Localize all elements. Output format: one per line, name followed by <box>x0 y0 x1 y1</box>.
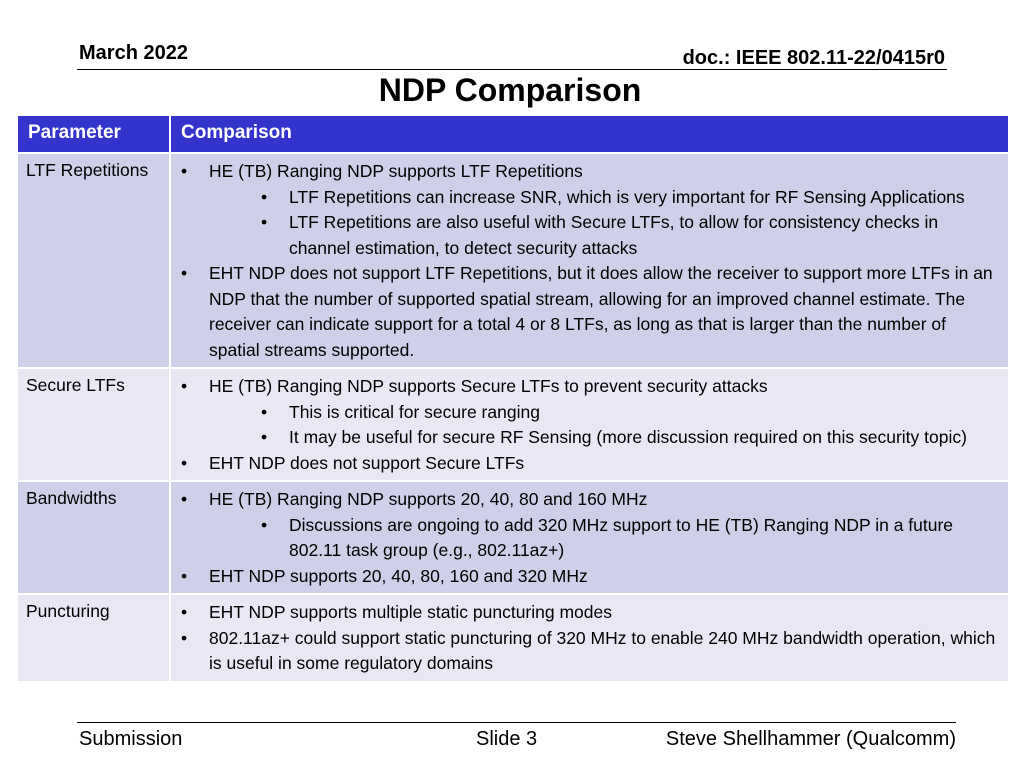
list-item: • HE (TB) Ranging NDP supports Secure LTF… <box>181 374 996 451</box>
bullet-icon: • <box>261 427 268 447</box>
footer-rule <box>77 722 956 723</box>
header-date: March 2022 <box>79 42 188 64</box>
bullet-text: EHT NDP supports 20, 40, 80, 160 and 320… <box>209 565 588 586</box>
list-item: • EHT NDP does not support Secure LTFs <box>181 451 996 477</box>
bullet-icon: • <box>181 376 188 396</box>
bullet-icon: • <box>181 627 188 648</box>
list-item: • 802.11az+ could support static puncturi… <box>181 626 996 677</box>
table-row: Bandwidths • HE (TB) Ranging NDP supports… <box>16 480 1010 595</box>
comparison-cell: • HE (TB) Ranging NDP supports 20, 40, 80… <box>169 480 1010 595</box>
sub-bullet-text: This is critical for secure ranging <box>289 401 540 422</box>
footer-slide-number: Slide 3 <box>476 728 538 750</box>
list-item: • EHT NDP supports multiple static punctu… <box>181 600 996 626</box>
sub-list-item: • It may be useful for secure RF Sensing … <box>209 425 996 451</box>
bullet-icon: • <box>181 161 188 181</box>
bullet-icon: • <box>181 452 188 473</box>
bullet-icon: • <box>261 514 268 535</box>
header-rule <box>77 69 947 70</box>
column-header-comparison: Comparison <box>169 114 1010 154</box>
header-doc-id: doc.: IEEE 802.11-22/0415r0 <box>682 47 945 69</box>
bullet-text: HE (TB) Ranging NDP supports Secure LTFs… <box>209 376 768 396</box>
comparison-cell: • EHT NDP supports multiple static punctu… <box>169 593 1010 683</box>
param-cell: LTF Repetitions <box>16 152 171 369</box>
bullet-text: HE (TB) Ranging NDP supports 20, 40, 80 … <box>209 489 648 509</box>
sub-bullet-text: It may be useful for secure RF Sensing (… <box>289 427 967 447</box>
slide-title: NDP Comparison <box>378 72 642 108</box>
sub-list-item: • LTF Repetitions are also useful with Se… <box>209 210 996 261</box>
bullet-text: HE (TB) Ranging NDP supports LTF Repetit… <box>209 161 583 181</box>
comparison-cell: • HE (TB) Ranging NDP supports LTF Repeti… <box>169 152 1010 369</box>
bullet-icon: • <box>181 263 188 283</box>
sub-list-item: • Discussions are ongoing to add 320 MHz … <box>209 513 996 564</box>
sub-list-item: • LTF Repetitions can increase SNR, which… <box>209 185 996 211</box>
bullet-icon: • <box>181 565 188 586</box>
param-cell: Secure LTFs <box>16 367 171 482</box>
bullet-text: EHT NDP does not support Secure LTFs <box>209 452 525 473</box>
bullet-icon: • <box>181 489 188 509</box>
column-header-parameter: Parameter <box>16 114 171 154</box>
comparison-table: Parameter Comparison LTF Repetitions • HE… <box>16 114 1010 683</box>
param-cell: Puncturing <box>16 593 171 683</box>
table-row: Secure LTFs • HE (TB) Ranging NDP support… <box>16 367 1010 482</box>
bullet-text: 802.11az+ could support static puncturin… <box>209 627 996 674</box>
table-row: LTF Repetitions • HE (TB) Ranging NDP sup… <box>16 152 1010 369</box>
sub-bullet-text: Discussions are ongoing to add 320 MHz s… <box>289 514 954 561</box>
bullet-text: EHT NDP does not support LTF Repetitions… <box>209 263 993 360</box>
table-row: Puncturing • EHT NDP supports multiple st… <box>16 593 1010 683</box>
bullet-icon: • <box>261 186 268 207</box>
sub-bullet-text: LTF Repetitions can increase SNR, which … <box>289 186 965 207</box>
param-cell: Bandwidths <box>16 480 171 595</box>
bullet-icon: • <box>261 401 268 422</box>
list-item: • HE (TB) Ranging NDP supports LTF Repeti… <box>181 159 996 261</box>
list-item: • EHT NDP does not support LTF Repetition… <box>181 261 996 363</box>
bullet-icon: • <box>181 602 188 622</box>
comparison-cell: • HE (TB) Ranging NDP supports Secure LTF… <box>169 367 1010 482</box>
sub-list-item: • This is critical for secure ranging <box>209 400 996 426</box>
bullet-icon: • <box>261 212 268 232</box>
footer-submission: Submission <box>79 728 183 750</box>
footer-author: Steve Shellhammer (Qualcomm) <box>665 728 956 750</box>
sub-bullet-text: LTF Repetitions are also useful with Sec… <box>289 212 939 258</box>
list-item: • EHT NDP supports 20, 40, 80, 160 and 32… <box>181 564 996 590</box>
list-item: • HE (TB) Ranging NDP supports 20, 40, 80… <box>181 487 996 564</box>
bullet-text: EHT NDP supports multiple static punctur… <box>209 602 613 622</box>
table-header-row: Parameter Comparison <box>16 114 1010 154</box>
